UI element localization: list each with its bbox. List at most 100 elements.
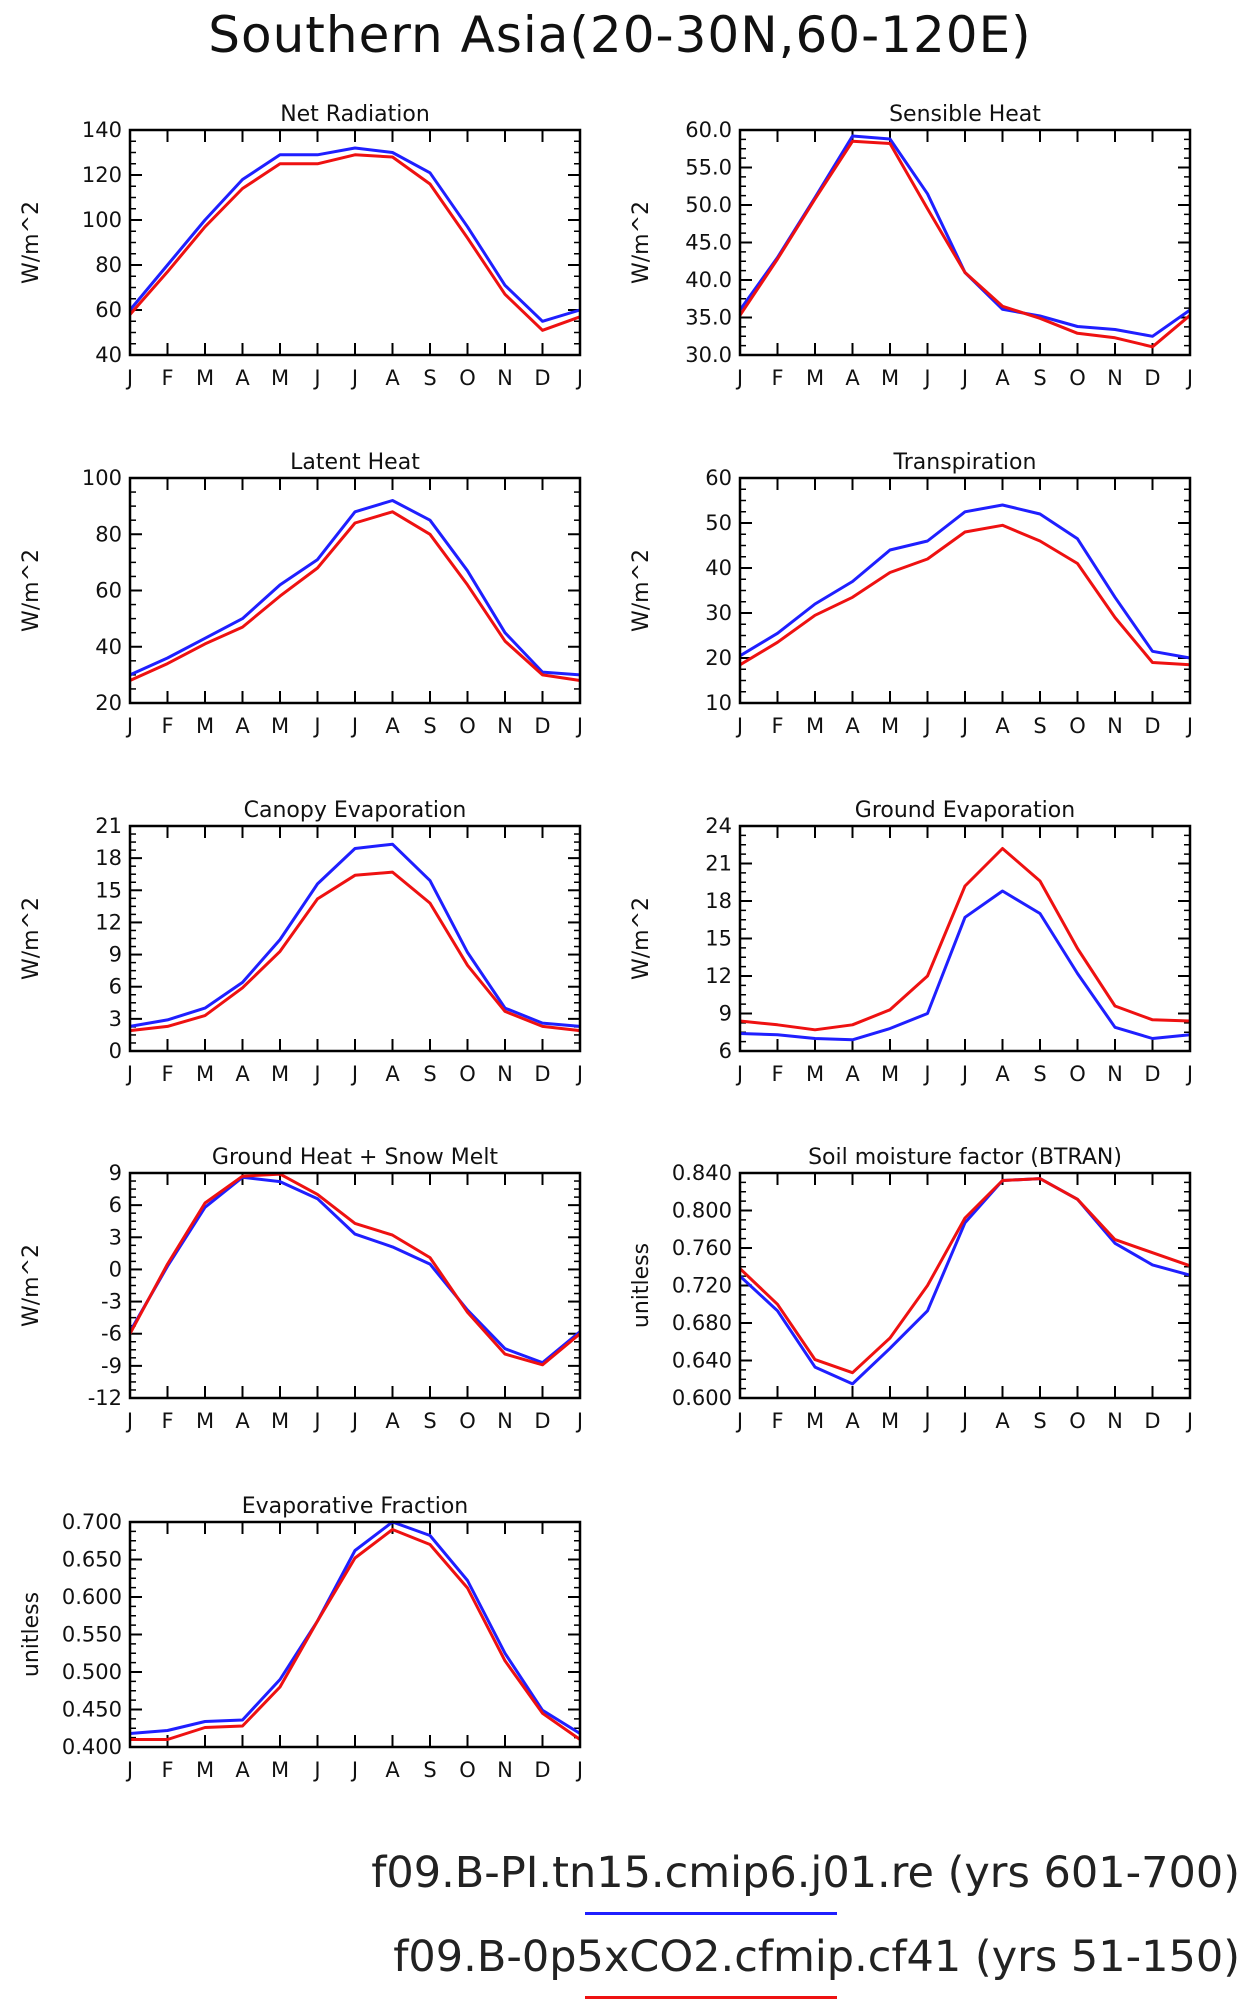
y-tick-label: 120 [82, 163, 122, 187]
x-tick-label: O [1069, 1062, 1086, 1086]
y-tick-label: 60 [95, 579, 122, 603]
x-tick-label: J [575, 1758, 583, 1782]
x-tick-label: S [423, 1062, 436, 1086]
x-tick-label: J [350, 1062, 358, 1086]
series-line-run2 [738, 1177, 1191, 1375]
x-tick-label: J [960, 366, 968, 390]
y-tick-label: 12 [95, 910, 122, 934]
y-tick-label: -12 [88, 1386, 122, 1410]
y-axis-title: unitless [19, 1592, 44, 1677]
y-axis-title: W/m^2 [629, 201, 654, 284]
series-line-run2 [130, 1528, 581, 1741]
plot-frame [128, 128, 582, 357]
y-tick-label: 6 [109, 1193, 122, 1217]
x-tick-label: J [125, 366, 133, 390]
y-tick-label: 0.700 [62, 1510, 122, 1534]
x-tick-label: J [1185, 1062, 1193, 1086]
x-tick-label: A [385, 1758, 400, 1782]
x-tick-label: J [350, 714, 358, 738]
y-tick-label: 40.0 [685, 268, 732, 292]
y-tick-label: 0.600 [62, 1585, 122, 1609]
x-tick-label: M [196, 366, 214, 390]
y-tick-label: -6 [101, 1322, 122, 1346]
x-tick-label: O [1069, 1409, 1086, 1433]
x-tick-label: M [881, 1062, 899, 1086]
y-axis-title: W/m^2 [19, 1244, 44, 1327]
y-tick-label: 40 [95, 635, 122, 659]
chart-title: Ground Evaporation [855, 798, 1075, 823]
x-tick-label: A [845, 714, 860, 738]
series-line-run1 [739, 889, 1191, 1042]
x-tick-label: J [735, 1409, 743, 1433]
x-tick-label: J [1185, 714, 1193, 738]
x-tick-label: S [1033, 366, 1046, 390]
x-tick-label: M [806, 366, 824, 390]
x-tick-label: N [1107, 1062, 1123, 1086]
y-tick-label: 24 [705, 814, 732, 838]
x-tick-label: J [312, 1062, 320, 1086]
x-tick-label: M [196, 1758, 214, 1782]
chart-panel-7: Ground Heat + Snow Melt W/m^2 -12 -9 -6 -3 0 3 6… [19, 1145, 583, 1433]
x-tick-label: N [1107, 366, 1123, 390]
y-tick-label: 9 [719, 1002, 732, 1026]
y-tick-label: 100 [82, 208, 122, 232]
y-axis-title: W/m^2 [19, 897, 44, 980]
x-tick-label: O [459, 1409, 476, 1433]
x-tick-label: A [995, 1409, 1010, 1433]
y-tick-label: 80 [95, 253, 122, 277]
x-tick-label: N [497, 366, 513, 390]
y-tick-label: 0 [109, 1039, 122, 1063]
x-tick-label: M [806, 1062, 824, 1086]
x-tick-label: F [161, 1409, 173, 1433]
x-tick-label: O [459, 366, 476, 390]
legend-swatch-run2 [585, 1996, 837, 1999]
chart-panel-8: Soil moisture factor (BTRAN) unitless 0.60… [629, 1145, 1193, 1433]
legend-item-run2: f09.B-0p5xCO2.cfmip.cf41 (yrs 51-150) [100, 1932, 1240, 1984]
x-tick-label: D [1144, 1409, 1160, 1433]
x-tick-label: N [1107, 1409, 1123, 1433]
series-line-run2 [128, 1172, 581, 1367]
y-tick-label: 0.450 [62, 1698, 122, 1722]
x-tick-label: A [385, 714, 400, 738]
x-tick-label: M [271, 1758, 289, 1782]
plot-frame [128, 1520, 582, 1749]
chart-title: Transpiration [893, 450, 1037, 475]
series-line-run1 [128, 146, 581, 323]
series-line-run2 [739, 847, 1191, 1032]
series-line-run1 [129, 499, 581, 677]
x-tick-label: F [771, 366, 783, 390]
x-tick-label: F [161, 366, 173, 390]
chart-panel-2: Sensible Heat W/m^2 30.0 35.0 40.0 45.0 50.0 55… [629, 102, 1193, 390]
series-line-run1 [738, 134, 1191, 338]
y-tick-label: 140 [82, 118, 122, 142]
plot-frame [738, 128, 1192, 357]
x-tick-label: D [534, 714, 550, 738]
x-tick-label: A [235, 1409, 250, 1433]
chart-title: Canopy Evaporation [244, 798, 467, 823]
series-line-run1 [129, 1520, 581, 1735]
x-tick-label: O [459, 714, 476, 738]
y-tick-label: 15 [95, 878, 122, 902]
x-tick-label: A [235, 1758, 250, 1782]
y-tick-label: 6 [719, 1039, 732, 1063]
x-tick-label: S [1033, 714, 1046, 738]
x-tick-label: S [423, 366, 436, 390]
y-axis-title: W/m^2 [19, 201, 44, 284]
y-tick-label: 9 [109, 943, 122, 967]
y-tick-label: 12 [705, 964, 732, 988]
y-tick-label: 0.800 [672, 1199, 732, 1223]
y-tick-label: 3 [109, 1007, 122, 1031]
y-tick-label: 30 [705, 601, 732, 625]
series-line-run2 [739, 523, 1191, 667]
x-tick-label: F [161, 1758, 173, 1782]
x-tick-label: A [845, 1409, 860, 1433]
x-tick-label: O [1069, 714, 1086, 738]
chart-title: Ground Heat + Snow Melt [212, 1145, 499, 1170]
y-tick-label: 55.0 [685, 156, 732, 180]
y-tick-label: 0.400 [62, 1735, 122, 1759]
x-tick-label: J [735, 366, 743, 390]
x-tick-label: A [995, 714, 1010, 738]
x-tick-label: N [497, 1409, 513, 1433]
